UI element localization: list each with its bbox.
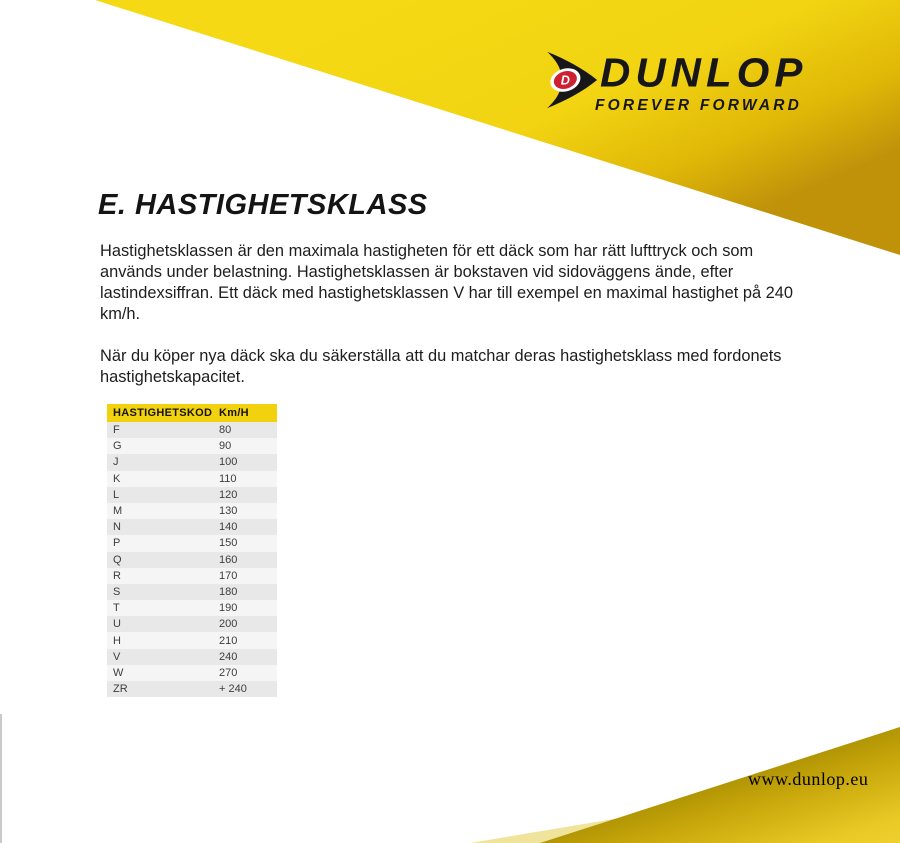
speed-rating-table-body: F 80 G 90 J 100 K 110 L 120 M 130 N 140 <box>107 422 277 698</box>
cell-speed-code: V <box>113 650 121 663</box>
cell-kmh-value: 140 <box>219 521 238 534</box>
table-row: Q 160 <box>107 551 277 568</box>
cell-speed-code: M <box>113 505 123 518</box>
cell-speed-code: W <box>113 666 124 679</box>
cell-speed-code: K <box>113 472 121 485</box>
table-row: H 210 <box>107 632 277 649</box>
cell-kmh-value: 270 <box>219 666 238 679</box>
table-row: M 130 <box>107 502 277 520</box>
table-row: S 180 <box>107 583 277 601</box>
brand-wordmark: DUNLOP <box>600 49 808 96</box>
cell-kmh-value: 200 <box>219 618 238 631</box>
table-row: F 80 <box>107 422 277 439</box>
cell-speed-code: F <box>113 424 120 437</box>
cell-kmh-value: + 240 <box>219 683 247 696</box>
body-copy: Hastighetsklassen är den maximala hastig… <box>100 241 814 387</box>
cell-kmh-value: 120 <box>219 488 238 501</box>
page-title: E. HASTIGHETSKLASS <box>98 189 428 221</box>
table-row: P 150 <box>107 535 277 552</box>
table-row: R 170 <box>107 567 277 584</box>
footer-main-wedge <box>540 727 900 843</box>
brand-tagline: FOREVER FORWARD <box>595 97 803 114</box>
dunlop-logo: D DUNLOP FOREVER FORWARD <box>540 44 860 116</box>
cell-kmh-value: 170 <box>219 569 238 582</box>
cell-kmh-value: 210 <box>219 634 238 647</box>
cell-kmh-value: 180 <box>219 585 238 598</box>
cell-speed-code: P <box>113 537 121 550</box>
table-row: K 110 <box>107 470 277 487</box>
cell-speed-code: T <box>113 602 120 615</box>
footer-yellow-wedge <box>470 727 900 843</box>
cell-speed-code: Q <box>113 553 122 566</box>
page-edge-line <box>0 714 2 843</box>
speed-rating-table-header: HASTIGHETSKOD Km/H <box>107 404 277 422</box>
logo-letter: D <box>561 74 570 88</box>
body-paragraph-1: Hastighetsklassen är den maximala hastig… <box>100 242 794 323</box>
cell-kmh-value: 110 <box>219 472 237 485</box>
cell-speed-code: U <box>113 618 121 631</box>
column-header-code: HASTIGHETSKOD <box>113 407 213 419</box>
table-row: U 200 <box>107 616 277 633</box>
cell-kmh-value: 190 <box>219 602 238 615</box>
header-yellow-banner <box>95 0 900 255</box>
table-row: V 240 <box>107 648 277 665</box>
cell-speed-code: S <box>113 585 121 598</box>
cell-speed-code: G <box>113 440 122 453</box>
cell-speed-code: ZR <box>113 683 128 696</box>
cell-kmh-value: 160 <box>219 553 238 566</box>
cell-kmh-value: 240 <box>219 650 238 663</box>
cell-kmh-value: 130 <box>219 505 238 518</box>
cell-speed-code: L <box>113 488 120 501</box>
table-row: L 120 <box>107 486 277 503</box>
cell-speed-code: J <box>113 456 119 469</box>
table-row: J 100 <box>107 454 277 471</box>
cell-speed-code: R <box>113 569 121 582</box>
table-row: N 140 <box>107 519 277 536</box>
website-link[interactable]: www.dunlop.eu <box>748 769 869 789</box>
cell-speed-code: H <box>113 634 121 647</box>
column-header-kmh: Km/H <box>219 407 249 419</box>
table-row: T 190 <box>107 600 277 617</box>
cell-kmh-value: 80 <box>219 424 232 437</box>
table-row: ZR + 240 <box>107 681 277 698</box>
cell-kmh-value: 90 <box>219 440 232 453</box>
cell-kmh-value: 150 <box>219 537 238 550</box>
table-row: G 90 <box>107 438 277 455</box>
table-row: W 270 <box>107 664 277 681</box>
cell-speed-code: N <box>113 521 121 534</box>
cell-kmh-value: 100 <box>219 456 238 469</box>
speed-rating-table: HASTIGHETSKOD Km/H F 80 G 90 J 100 K 110… <box>107 404 277 698</box>
body-paragraph-2: När du köper nya däck ska du säkerställa… <box>100 346 782 386</box>
dunlop-flying-d-icon: D <box>547 51 598 109</box>
